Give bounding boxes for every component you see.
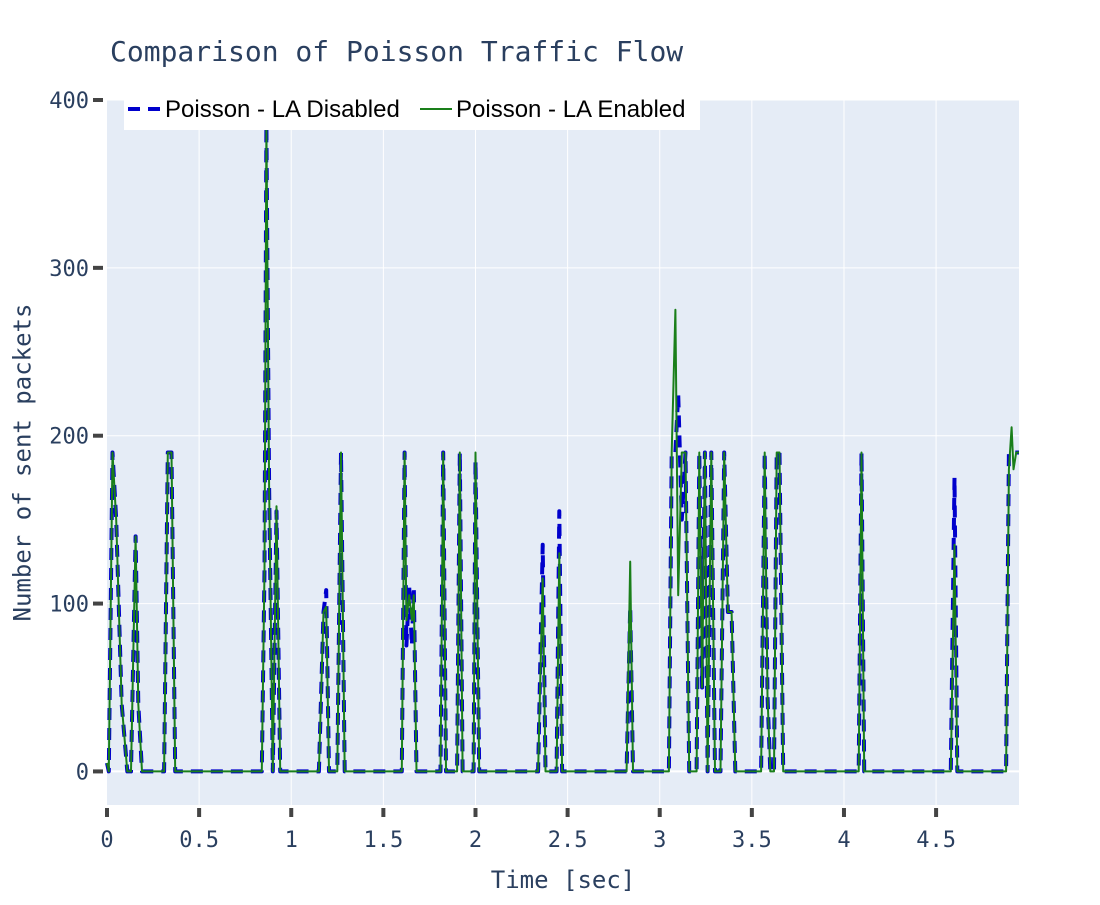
legend-background (124, 92, 700, 130)
x-tick-label: 2 (469, 828, 482, 853)
legend-label-la-disabled[interactable]: Poisson - LA Disabled (165, 96, 400, 123)
plot-area (107, 100, 1019, 805)
y-tick-label: 300 (49, 257, 89, 282)
x-tick-label: 3 (653, 828, 666, 853)
y-tick-label: 200 (49, 425, 89, 450)
x-tick-label: 3.5 (732, 828, 772, 853)
y-tick-label: 100 (49, 593, 89, 618)
x-axis-title: Time [sec] (491, 866, 636, 894)
legend-label-la-enabled[interactable]: Poisson - LA Enabled (456, 96, 686, 123)
x-tick-label: 4.5 (916, 828, 956, 853)
axes: 0 0.5 1 1.5 2 2.5 3 3.5 4 4.5 0 100 200 300 400 (49, 89, 956, 853)
series-layer (105, 123, 1019, 774)
x-tick-label: 1.5 (363, 828, 403, 853)
x-tick-label: 4 (837, 828, 850, 853)
series-line-la-enabled[interactable] (106, 124, 1019, 773)
y-axis-title: Number of sent packets (8, 304, 36, 622)
x-tick-label: 0.5 (179, 828, 219, 853)
chart-title: Comparison of Poisson Traffic Flow (110, 35, 683, 68)
x-tick-label: 2.5 (548, 828, 588, 853)
y-tick-label: 400 (49, 89, 89, 114)
y-tick-label: 0 (76, 760, 89, 785)
x-tick-label: 1 (285, 828, 298, 853)
legend[interactable]: Poisson - LA Disabled Poisson - LA Enabl… (124, 92, 700, 130)
x-tick-label: 0 (100, 828, 113, 853)
